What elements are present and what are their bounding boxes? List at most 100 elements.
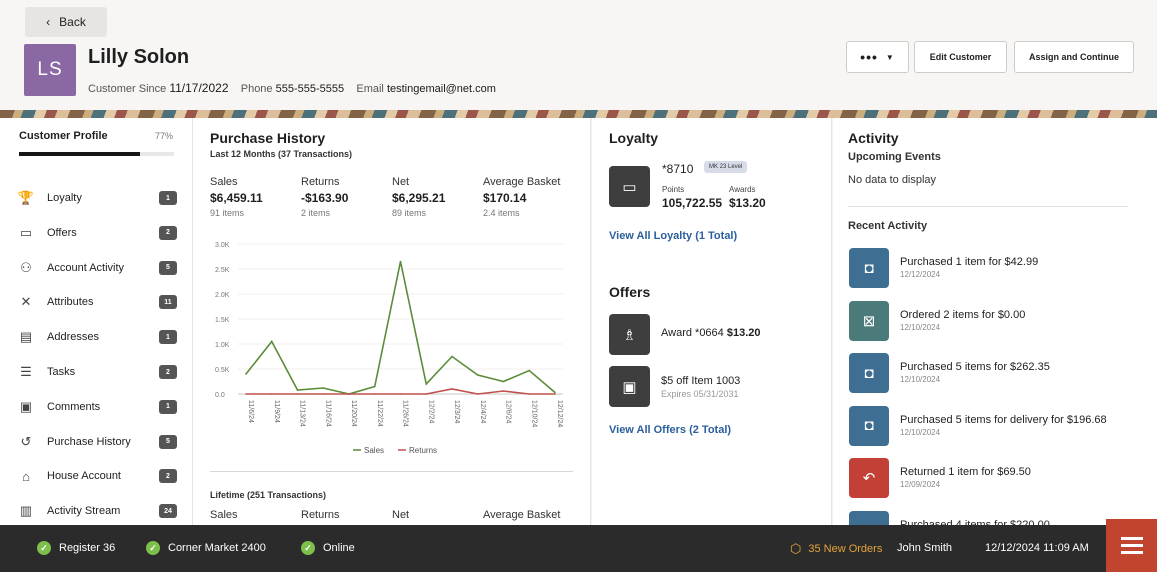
data-point-returns	[528, 393, 531, 395]
activity-text: Purchased 5 items for $262.35	[900, 361, 1050, 373]
stat-returns: Returns -$163.90 2 items	[301, 176, 396, 218]
more-actions-button[interactable]: ••• ▼	[846, 41, 909, 73]
view-all-offers-link[interactable]: View All Offers (2 Total)	[609, 424, 732, 436]
nav-item-label: Tasks	[47, 366, 76, 378]
purchase-history-subtitle: Last 12 Months (37 Transactions)	[210, 149, 353, 159]
coupon-icon: ▣	[609, 366, 650, 407]
awards-value: $13.20	[729, 196, 766, 210]
data-point-returns	[476, 393, 479, 395]
y-tick-label: 1.5K	[215, 317, 230, 324]
current-user: John Smith	[897, 542, 953, 554]
stat-net: Net $6,295.21 89 items	[392, 176, 487, 218]
upcoming-empty-text: No data to display	[848, 174, 937, 186]
x-tick-label: 11/20/24	[350, 400, 357, 427]
phone-value: 555-555-5555	[275, 83, 345, 95]
order-icon: ⊠	[849, 300, 889, 341]
activity-date: 12/12/2024	[900, 270, 941, 279]
data-point-sales	[399, 260, 402, 263]
new-orders-link[interactable]: ⬡ 35 New Orders	[790, 541, 882, 557]
check-circle-icon: ✓	[146, 541, 160, 555]
nav-item-tasks[interactable]: ☰ Tasks 2	[17, 360, 177, 384]
x-tick-label: 12/3/24	[453, 400, 460, 423]
nav-count-badge: 1	[159, 399, 177, 414]
data-point-returns	[373, 393, 376, 395]
menu-line-icon	[1120, 537, 1143, 540]
ticket-icon: ▭	[19, 224, 33, 240]
nav-count-badge: 2	[159, 469, 177, 484]
x-tick-label: 12/10/24	[530, 400, 537, 427]
decorative-banner-stripe	[0, 110, 1157, 118]
lifetime-header-net: Net	[392, 509, 410, 521]
legend-label: Sales	[364, 446, 384, 455]
activity-text: Purchased 5 items for delivery for $196.…	[900, 413, 1107, 426]
data-point-returns	[322, 393, 325, 395]
loyalty-card-id: *8710	[662, 162, 694, 176]
data-point-returns	[502, 390, 505, 392]
assign-and-continue-button[interactable]: Assign and Continue	[1014, 41, 1134, 73]
activity-item[interactable]: ◘ Purchased 5 items for delivery for $196…	[849, 405, 1139, 448]
x-tick-label: 11/9/24	[273, 400, 280, 423]
x-tick-label: 12/2/24	[427, 400, 434, 423]
nav-item-addresses[interactable]: ▤ Addresses 1	[17, 325, 177, 349]
activity-text: Ordered 2 items for $0.00	[900, 308, 1026, 321]
nav-item-activity-stream[interactable]: ▥ Activity Stream 24	[17, 499, 177, 523]
nav-item-house-account[interactable]: ⌂ House Account 2	[17, 464, 177, 488]
return-icon: ↶	[849, 458, 889, 498]
y-tick-label: 2.0K	[215, 292, 230, 299]
activity-item[interactable]: ◘ Purchased 1 item for $42.99 12/12/2024	[849, 248, 1139, 290]
stat-sub: 89 items	[392, 208, 427, 218]
lifetime-header-returns: Returns	[301, 509, 340, 521]
data-point-returns	[425, 393, 428, 395]
activity-item[interactable]: ◘ Purchased 5 items for $262.35 12/10/2024	[849, 353, 1139, 395]
y-tick-label: 3.0K	[215, 242, 230, 249]
nav-item-comments[interactable]: ▣ Comments 1	[17, 395, 177, 419]
history-icon: ↺	[20, 433, 32, 449]
data-point-returns	[270, 393, 273, 395]
nav-item-offers[interactable]: ▭ Offers 2	[17, 221, 177, 245]
offer-item: $5 off Item 1003	[661, 375, 741, 387]
email-value: testingemail@net.com	[386, 83, 496, 95]
data-point-sales	[425, 383, 428, 385]
customer-details: Customer Since 11/17/2022 Phone 555-555-…	[88, 81, 496, 95]
nav-item-attributes[interactable]: ✕ Attributes 11	[17, 290, 177, 314]
awards-label: Awards	[729, 185, 756, 194]
menu-line-icon	[1120, 544, 1143, 547]
phone-label: Phone	[240, 83, 273, 95]
new-orders-label: 35 New Orders	[808, 543, 883, 555]
stat-label: Net	[392, 176, 410, 188]
trophy-icon: 🏆	[17, 190, 35, 205]
data-point-sales	[528, 369, 531, 372]
lifetime-title: Lifetime (251 Transactions)	[210, 490, 327, 500]
offer-text: Award *0664	[661, 327, 724, 339]
customer-profile-title: Customer Profile	[19, 130, 108, 142]
data-point-sales	[476, 374, 479, 376]
store-status: ✓ Corner Market 2400	[146, 541, 266, 555]
stat-sub: 91 items	[210, 208, 245, 218]
stat-value: $6,459.11	[210, 191, 263, 205]
view-all-loyalty-link[interactable]: View All Loyalty (1 Total)	[609, 230, 738, 242]
status-bar: ✓ Register 36 ✓ Corner Market 2400 ✓ Onl…	[0, 525, 1157, 572]
back-button[interactable]: ‹ Back	[25, 7, 107, 37]
data-point-sales	[296, 389, 299, 391]
stat-value: -$163.90	[301, 191, 349, 205]
data-point-returns	[399, 393, 402, 395]
hamburger-menu-button[interactable]	[1106, 519, 1157, 572]
series-line-sales	[245, 261, 556, 395]
nav-item-label: Attributes	[47, 296, 94, 309]
nav-count-badge: 24	[159, 504, 177, 519]
customer-name: Lilly Solon	[88, 46, 190, 68]
nav-item-purchase-history[interactable]: ↺ Purchase History 5	[17, 430, 177, 454]
check-circle-icon: ✓	[301, 541, 315, 555]
recent-activity-title: Recent Activity	[848, 220, 928, 232]
x-tick-label: 12/6/24	[505, 400, 512, 423]
data-point-returns	[245, 393, 247, 395]
nav-count-badge: 11	[159, 295, 177, 310]
activity-item[interactable]: ↶ Returned 1 item for $69.50 12/09/2024	[849, 458, 1139, 500]
nav-item-loyalty[interactable]: 🏆 Loyalty 1	[17, 186, 177, 210]
activity-item[interactable]: ⊠ Ordered 2 items for $0.00 12/10/2024	[849, 300, 1139, 343]
offer-item: Award *0664 $13.20	[661, 327, 761, 339]
nav-item-account-activity[interactable]: ⚇ Account Activity 5	[17, 256, 177, 280]
nav-item-label: Account Activity	[47, 261, 125, 274]
upcoming-events-title: Upcoming Events	[848, 151, 941, 163]
edit-customer-button[interactable]: Edit Customer	[914, 41, 1007, 73]
